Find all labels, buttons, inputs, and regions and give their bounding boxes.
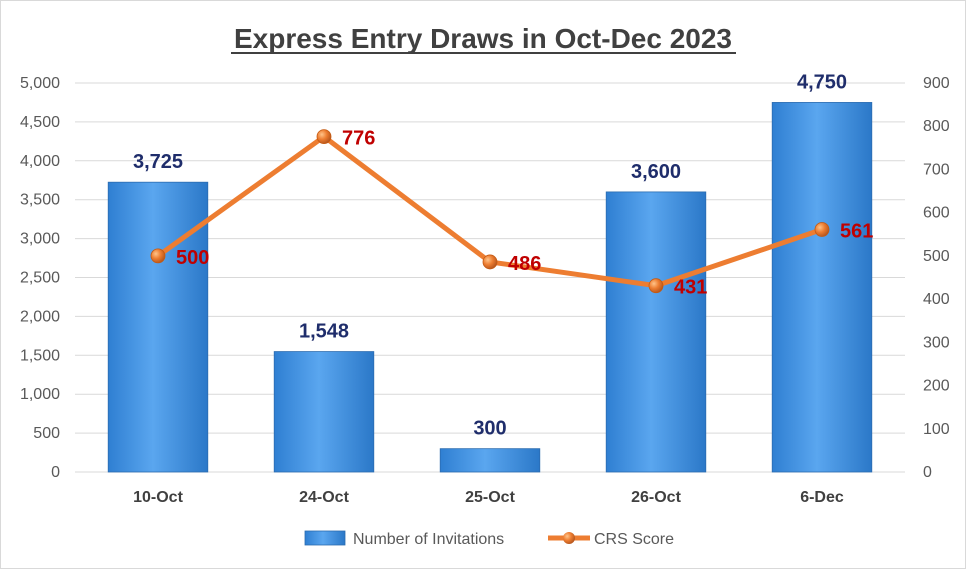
y2-tick-label: 100 xyxy=(923,421,950,438)
legend-item-invitations[interactable]: Number of Invitations xyxy=(304,530,504,548)
y-tick-label: 0 xyxy=(51,464,60,481)
chart-title: Express Entry Draws in Oct-Dec 2023 xyxy=(234,23,732,54)
x-tick-label: 24-Oct xyxy=(299,489,349,506)
x-tick-label: 10-Oct xyxy=(133,489,183,506)
y-tick-label: 3,000 xyxy=(20,231,60,248)
y2-tick-label: 900 xyxy=(923,75,950,92)
bar-value-label: 4,750 xyxy=(797,71,847,93)
y-tick-label: 1,500 xyxy=(20,347,60,364)
crs-value-label: 776 xyxy=(342,128,375,150)
legend: Number of Invitations CRS Score xyxy=(304,530,674,548)
y2-tick-label: 600 xyxy=(923,205,950,222)
crs-value-label: 431 xyxy=(674,277,707,299)
bar xyxy=(605,191,707,473)
crs-marker xyxy=(482,254,498,270)
crs-marker xyxy=(316,129,332,144)
bar-value-label: 1,548 xyxy=(299,321,349,343)
x-tick-label: 25-Oct xyxy=(465,489,515,506)
y-tick-label: 4,000 xyxy=(20,153,60,170)
y2-tick-label: 300 xyxy=(923,334,950,351)
bar xyxy=(273,351,375,473)
y-tick-label: 4,500 xyxy=(20,114,60,131)
line-series xyxy=(150,129,830,294)
y2-tick-label: 0 xyxy=(923,464,932,481)
y-tick-label: 500 xyxy=(33,425,60,442)
y-tick-label: 1,000 xyxy=(20,386,60,403)
legend-item-crs[interactable]: CRS Score xyxy=(548,531,674,548)
bar xyxy=(771,102,873,473)
y2-tick-label: 400 xyxy=(923,291,950,308)
bar xyxy=(107,181,209,473)
crs-marker xyxy=(648,278,664,294)
data-labels: 3,725 1,548 300 3,600 4,750 500 776 486 431 561 xyxy=(133,71,873,439)
crs-marker xyxy=(814,222,830,237)
bar-value-label: 3,725 xyxy=(133,151,183,173)
bar-series xyxy=(107,102,873,473)
y-tick-label: 2,500 xyxy=(20,270,60,287)
legend-swatch-marker xyxy=(563,532,575,544)
x-tick-label: 6-Dec xyxy=(800,489,844,506)
crs-value-label: 486 xyxy=(508,253,541,275)
y2-tick-label: 800 xyxy=(923,118,950,135)
right-axis: 0 100 200 300 400 500 600 700 800 900 xyxy=(923,75,950,481)
bar-value-label: 3,600 xyxy=(631,161,681,183)
x-tick-label: 26-Oct xyxy=(631,489,681,506)
legend-label-invitations: Number of Invitations xyxy=(353,531,504,548)
y-tick-label: 5,000 xyxy=(20,75,60,92)
legend-swatch-bar xyxy=(304,530,346,546)
gridlines xyxy=(75,82,905,473)
bar xyxy=(439,448,541,473)
bar-value-label: 300 xyxy=(473,418,506,440)
y2-tick-label: 500 xyxy=(923,248,950,265)
crs-value-label: 561 xyxy=(840,221,873,243)
crs-marker xyxy=(150,248,166,264)
y2-tick-label: 200 xyxy=(923,378,950,395)
y-tick-label: 2,000 xyxy=(20,308,60,325)
left-axis: 0 500 1,000 1,500 2,000 2,500 3,000 3,500 4,000 4… xyxy=(20,75,60,481)
x-axis: 10-Oct 24-Oct 25-Oct 26-Oct 6-Dec xyxy=(133,489,844,506)
crs-value-label: 500 xyxy=(176,247,209,269)
y2-tick-label: 700 xyxy=(923,161,950,178)
legend-label-crs: CRS Score xyxy=(594,531,674,548)
y-tick-label: 3,500 xyxy=(20,192,60,209)
